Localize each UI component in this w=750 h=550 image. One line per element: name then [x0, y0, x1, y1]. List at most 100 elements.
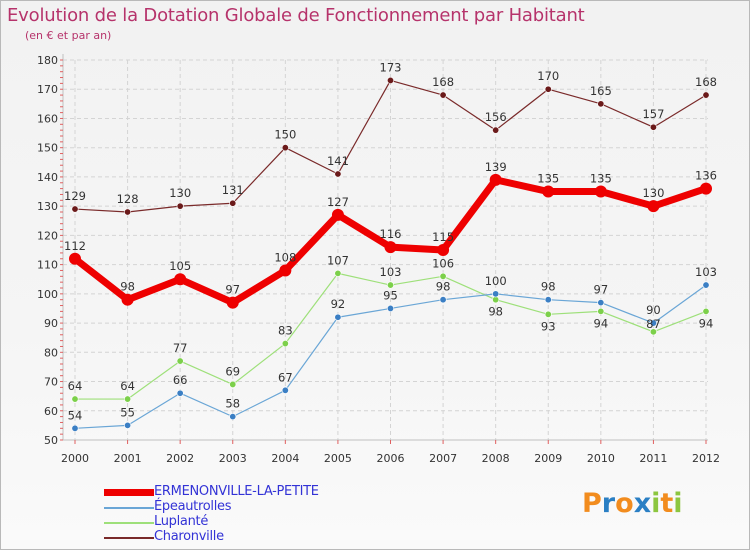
- logo-letter: o: [615, 488, 634, 519]
- y-tick-label: 150: [37, 142, 58, 155]
- x-tick-label: 2012: [692, 452, 720, 465]
- data-label: 103: [380, 265, 402, 279]
- data-label: 93: [541, 319, 556, 333]
- data-point: [71, 395, 79, 403]
- data-point: [439, 296, 447, 304]
- data-label: 150: [274, 128, 296, 142]
- data-label: 83: [278, 324, 293, 338]
- data-point: [544, 296, 552, 304]
- logo-letter: i: [673, 488, 683, 519]
- data-labels: 129 128 130 131 150 141 173 168 156 170 165 157 168 6…: [64, 60, 717, 422]
- data-point: [649, 123, 657, 131]
- data-point: [647, 200, 660, 213]
- y-tick-label: 90: [44, 317, 58, 330]
- data-point: [597, 299, 605, 307]
- data-point: [334, 313, 342, 321]
- data-point: [386, 304, 394, 312]
- data-point: [544, 310, 552, 318]
- data-point: [174, 273, 187, 286]
- legend-label: ERMENONVILLE-LA-PETITE: [154, 484, 319, 499]
- data-label: 173: [380, 60, 402, 74]
- data-label: 98: [120, 280, 135, 294]
- legend-label: Épeautrolles: [154, 499, 232, 514]
- data-label: 77: [173, 341, 188, 355]
- data-label: 157: [642, 107, 664, 121]
- series--peautrolles: [71, 281, 710, 432]
- logo-letter: P: [582, 488, 602, 519]
- data-label: 100: [485, 274, 507, 288]
- data-point: [597, 307, 605, 315]
- data-point: [176, 357, 184, 365]
- data-point: [544, 85, 552, 93]
- data-point: [71, 205, 79, 213]
- data-label: 55: [120, 405, 135, 419]
- data-point: [437, 244, 450, 256]
- data-label: 58: [225, 397, 240, 411]
- y-tick-label: 60: [44, 405, 58, 418]
- legend-swatch: [104, 522, 154, 524]
- x-tick-label: 2000: [61, 452, 89, 465]
- logo-letter: t: [660, 488, 674, 519]
- data-point: [229, 199, 237, 207]
- data-point: [229, 380, 237, 388]
- x-tick-label: 2006: [377, 452, 405, 465]
- data-point: [649, 328, 657, 336]
- legend-swatch: [104, 489, 154, 496]
- data-point: [439, 272, 447, 280]
- axes: 50 60 70 80 90 100 110 120 130 140 150 160 170 180 200…: [37, 54, 720, 465]
- data-label: 98: [488, 305, 503, 319]
- data-point: [334, 269, 342, 277]
- chart-title: Evolution de la Dotation Globale de Fonc…: [7, 5, 585, 26]
- data-label: 156: [485, 110, 507, 124]
- data-point: [439, 91, 447, 99]
- data-label: 98: [436, 280, 451, 294]
- data-point: [700, 182, 712, 195]
- data-label: 106: [432, 256, 454, 270]
- data-point: [281, 144, 289, 152]
- data-label: 103: [695, 265, 717, 279]
- legend-swatch: [104, 537, 154, 539]
- data-point: [542, 185, 555, 198]
- data-label: 112: [64, 239, 86, 253]
- data-label: 54: [68, 408, 83, 422]
- data-point: [176, 202, 184, 210]
- data-label: 127: [327, 195, 349, 209]
- data-label: 64: [68, 379, 83, 393]
- data-label: 168: [432, 75, 454, 89]
- data-label: 116: [380, 227, 402, 241]
- data-label: 98: [541, 280, 556, 294]
- x-tick-label: 2004: [271, 452, 299, 465]
- data-label: 107: [327, 253, 349, 267]
- data-point: [229, 413, 237, 421]
- series-charonville: [71, 76, 710, 216]
- data-point: [124, 421, 132, 429]
- y-tick-label: 120: [37, 229, 58, 242]
- data-point: [594, 185, 607, 198]
- data-label: 165: [590, 84, 612, 98]
- data-point: [281, 340, 289, 348]
- x-tick-label: 2011: [639, 452, 667, 465]
- data-point: [71, 424, 79, 432]
- data-label: 94: [699, 316, 714, 330]
- data-label: 64: [120, 379, 135, 393]
- data-point: [386, 281, 394, 289]
- proxiti-logo: Proxiti: [582, 488, 683, 519]
- data-label: 168: [695, 75, 717, 89]
- y-tick-label: 50: [44, 434, 58, 447]
- data-label: 69: [225, 364, 240, 378]
- data-label: 130: [169, 186, 191, 200]
- data-point: [279, 264, 292, 277]
- data-label: 135: [537, 172, 559, 186]
- y-tick-label: 110: [37, 259, 58, 272]
- data-label: 139: [485, 160, 507, 174]
- y-tick-label: 180: [37, 54, 58, 67]
- data-label: 108: [274, 250, 296, 264]
- data-point: [702, 281, 710, 289]
- data-label: 115: [432, 230, 454, 244]
- y-tick-label: 100: [37, 288, 58, 301]
- data-point: [384, 241, 397, 254]
- x-tick-label: 2001: [114, 452, 142, 465]
- data-point: [386, 76, 394, 84]
- data-label: 90: [646, 303, 661, 317]
